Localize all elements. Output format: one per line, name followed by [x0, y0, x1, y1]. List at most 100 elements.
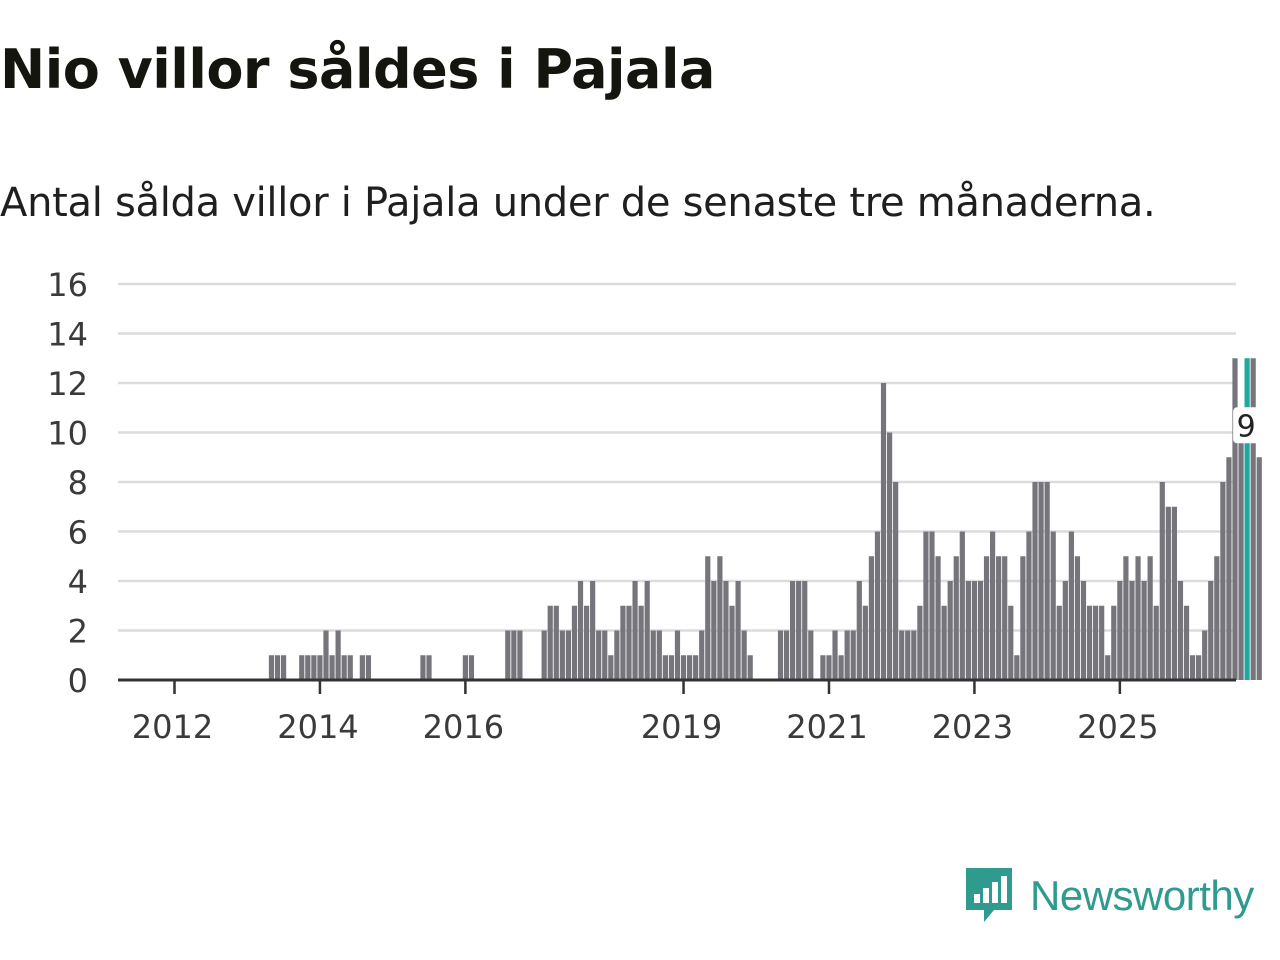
bar	[705, 556, 711, 680]
bar	[590, 581, 596, 680]
x-tick-label: 2019	[641, 708, 722, 746]
bar	[359, 655, 365, 680]
x-axis-tick-labels: 2012 2014 2016 2019 2021 2023 2025	[132, 680, 1159, 746]
y-axis-tick-labels: 0 2 4 6 8 10 12 14 16	[47, 266, 88, 700]
y-tick-label: 8	[68, 464, 88, 502]
bar	[674, 630, 681, 680]
bar	[747, 655, 753, 680]
x-tick-label: 2014	[277, 708, 358, 746]
bar	[990, 531, 996, 680]
bar	[577, 581, 584, 680]
bar	[335, 630, 341, 680]
bar	[977, 581, 984, 680]
bar	[668, 655, 675, 680]
bar	[268, 655, 275, 680]
bar	[929, 531, 935, 680]
bar	[1032, 482, 1038, 680]
newsworthy-logo[interactable]: Newsworthy	[964, 866, 1254, 926]
x-tick-label: 2016	[423, 708, 504, 746]
bar	[517, 630, 523, 680]
highlight-bar	[1244, 358, 1250, 680]
bar	[1196, 655, 1202, 680]
bar	[323, 630, 329, 680]
bar	[874, 531, 881, 680]
bar	[347, 655, 353, 680]
bar	[953, 556, 959, 680]
bar	[559, 630, 565, 680]
bar	[790, 581, 796, 680]
bar	[541, 630, 547, 680]
bar	[899, 630, 905, 680]
bar	[1171, 506, 1177, 680]
newsworthy-logo-icon	[966, 868, 1012, 922]
bar	[729, 605, 735, 680]
annotations: 9	[1233, 407, 1260, 444]
bar	[1159, 482, 1165, 680]
bar	[662, 655, 668, 680]
bar	[983, 556, 990, 680]
bar	[796, 581, 802, 680]
bar	[783, 630, 790, 680]
bar	[893, 482, 899, 680]
bars	[268, 358, 1262, 680]
bar	[935, 556, 941, 680]
bar	[1099, 605, 1105, 680]
bar	[1256, 457, 1262, 680]
bar	[886, 432, 893, 680]
bar	[723, 581, 729, 680]
bar	[602, 630, 608, 680]
bar	[365, 655, 372, 680]
bar	[971, 581, 978, 680]
bar	[1074, 556, 1081, 680]
value-label-background	[1233, 407, 1260, 444]
highlight-value-label: 9	[1237, 409, 1256, 444]
bar	[1044, 482, 1050, 680]
bar	[571, 605, 578, 680]
bar	[1093, 605, 1099, 680]
bar	[735, 581, 741, 680]
y-tick-label: 16	[47, 266, 88, 304]
bar	[553, 605, 559, 680]
bar	[1141, 581, 1147, 680]
bar	[1008, 605, 1014, 680]
bar	[777, 630, 784, 680]
bar	[802, 581, 808, 680]
bar	[1238, 407, 1244, 680]
chart-subtitle: Antal sålda villor i Pajala under de sen…	[0, 180, 1156, 226]
bar	[632, 581, 638, 680]
bar	[1153, 605, 1159, 680]
bar	[868, 556, 874, 680]
y-tick-label: 4	[68, 563, 88, 601]
bar	[838, 655, 844, 680]
bar	[656, 630, 662, 680]
bar	[468, 655, 475, 680]
bar	[1208, 581, 1214, 680]
chart-title: Nio villor såldes i Pajala	[0, 38, 715, 101]
bar	[1226, 457, 1232, 680]
bar	[462, 655, 468, 680]
bar	[965, 581, 971, 680]
bar	[1038, 482, 1044, 680]
bar	[947, 581, 953, 680]
x-tick-label: 2012	[132, 708, 213, 746]
y-tick-label: 2	[68, 613, 88, 651]
bar	[420, 655, 426, 680]
bar	[1020, 556, 1026, 680]
bar	[1123, 556, 1129, 680]
bar	[1177, 581, 1184, 680]
bar	[644, 581, 650, 680]
y-tick-label: 12	[47, 365, 88, 403]
gridlines	[118, 282, 1236, 632]
bar	[329, 655, 335, 680]
bar	[717, 556, 723, 680]
bar	[565, 630, 571, 680]
bar	[1135, 556, 1141, 680]
y-tick-label: 10	[47, 415, 88, 453]
bar	[741, 630, 747, 680]
bar	[856, 581, 862, 680]
bar	[826, 655, 832, 680]
bar	[547, 605, 553, 680]
bar	[505, 630, 511, 680]
bar	[1147, 556, 1153, 680]
